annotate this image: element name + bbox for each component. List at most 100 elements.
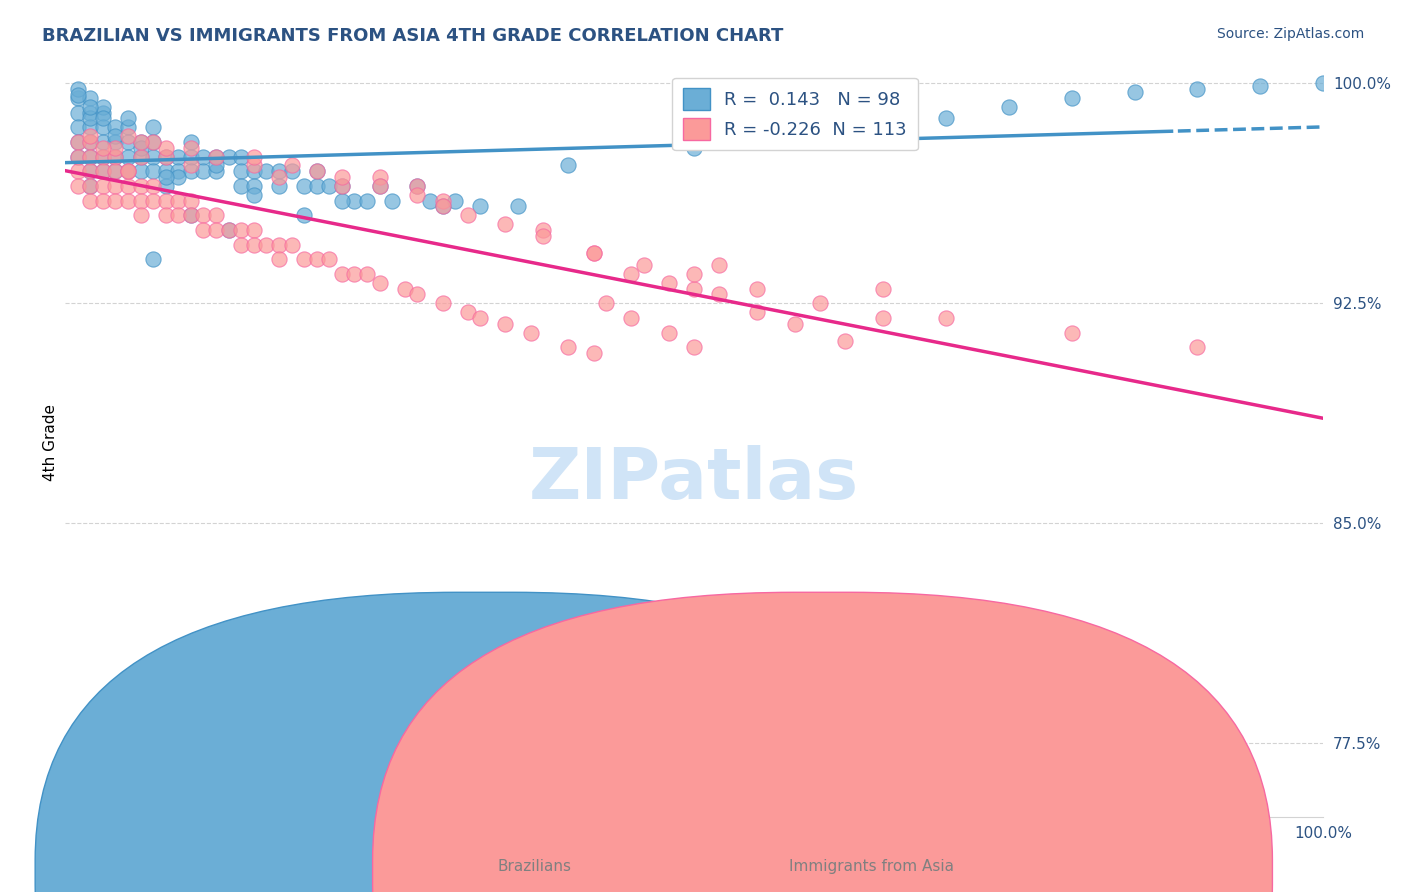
Point [330, 194, 353, 208]
Point [180, 135, 202, 149]
Point [243, 187, 266, 202]
Point [231, 178, 253, 193]
Point [808, 120, 831, 135]
Point [394, 281, 416, 295]
Point [66, 87, 89, 102]
Point [406, 178, 429, 193]
Point [117, 164, 139, 178]
Point [66, 178, 89, 193]
Point [117, 164, 139, 178]
Point [267, 252, 290, 267]
Point [167, 170, 190, 185]
Point [155, 141, 177, 155]
Point [91, 178, 114, 193]
Point [167, 149, 190, 163]
Point [745, 305, 768, 319]
Point [79, 149, 101, 163]
Point [79, 91, 101, 105]
Point [231, 164, 253, 178]
Point [117, 128, 139, 143]
Point [129, 149, 152, 163]
Point [531, 228, 554, 243]
Point [356, 267, 378, 281]
Point [129, 149, 152, 163]
Point [180, 164, 202, 178]
Legend: R =  0.143   N = 98, R = -0.226  N = 113: R = 0.143 N = 98, R = -0.226 N = 113 [672, 78, 918, 151]
Point [91, 149, 114, 163]
Point [91, 135, 114, 149]
Point [91, 164, 114, 178]
Point [368, 178, 391, 193]
Point [104, 164, 127, 178]
Point [318, 178, 340, 193]
Point [91, 120, 114, 135]
Point [683, 340, 706, 354]
Point [193, 223, 215, 237]
Point [368, 178, 391, 193]
Point [117, 135, 139, 149]
Point [267, 178, 290, 193]
Point [129, 135, 152, 149]
Point [935, 112, 957, 126]
Point [66, 120, 89, 135]
Point [79, 178, 101, 193]
Text: Immigrants from Asia: Immigrants from Asia [789, 859, 955, 874]
Point [205, 149, 228, 163]
Point [79, 149, 101, 163]
Point [91, 164, 114, 178]
Point [180, 208, 202, 222]
Point [582, 246, 605, 260]
Point [167, 208, 190, 222]
Point [66, 105, 89, 120]
Point [167, 164, 190, 178]
Point [91, 112, 114, 126]
Point [218, 149, 240, 163]
Point [658, 326, 681, 340]
Point [117, 164, 139, 178]
Text: ZIPatlas: ZIPatlas [529, 445, 859, 515]
Point [104, 194, 127, 208]
Point [997, 100, 1019, 114]
Point [343, 267, 366, 281]
Point [658, 276, 681, 290]
Point [267, 164, 290, 178]
Point [292, 252, 315, 267]
Point [155, 149, 177, 163]
Point [91, 194, 114, 208]
Point [205, 223, 228, 237]
Point [808, 296, 831, 310]
Point [66, 82, 89, 96]
Point [243, 164, 266, 178]
Point [231, 223, 253, 237]
Point [167, 194, 190, 208]
Point [243, 223, 266, 237]
Point [104, 149, 127, 163]
Point [205, 208, 228, 222]
Point [1312, 76, 1334, 90]
Point [243, 237, 266, 252]
Text: Brazilians: Brazilians [498, 859, 571, 874]
Point [79, 112, 101, 126]
Point [267, 170, 290, 185]
Point [633, 258, 655, 272]
Point [155, 194, 177, 208]
Point [368, 170, 391, 185]
Point [432, 296, 454, 310]
Y-axis label: 4th Grade: 4th Grade [44, 404, 58, 481]
Point [872, 281, 894, 295]
Point [280, 164, 302, 178]
Point [1060, 326, 1083, 340]
Point [406, 178, 429, 193]
Point [193, 208, 215, 222]
Point [66, 149, 89, 163]
Point [66, 135, 89, 149]
Point [406, 187, 429, 202]
Point [834, 334, 856, 349]
Point [243, 178, 266, 193]
Point [104, 141, 127, 155]
Point [155, 208, 177, 222]
Point [91, 100, 114, 114]
Point [117, 178, 139, 193]
Point [470, 310, 492, 325]
Point [66, 135, 89, 149]
